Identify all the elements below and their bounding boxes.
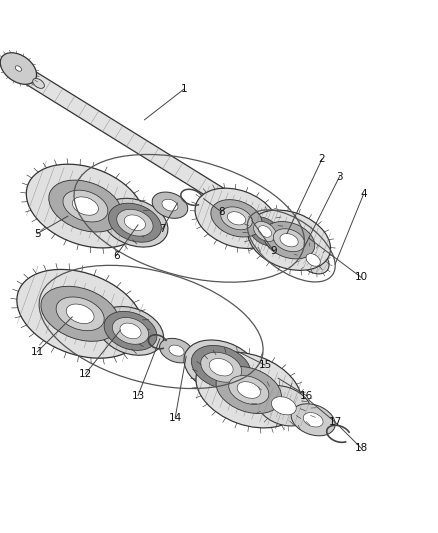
Ellipse shape — [254, 222, 276, 241]
Ellipse shape — [162, 199, 178, 211]
Text: 16: 16 — [300, 391, 313, 401]
Ellipse shape — [195, 188, 278, 248]
Text: 3: 3 — [336, 172, 343, 182]
Ellipse shape — [258, 225, 272, 237]
Ellipse shape — [63, 190, 108, 222]
Polygon shape — [20, 67, 293, 245]
Ellipse shape — [211, 200, 262, 237]
Text: 4: 4 — [360, 189, 367, 199]
Ellipse shape — [72, 197, 99, 215]
Ellipse shape — [191, 345, 251, 389]
Text: 8: 8 — [218, 207, 225, 217]
Text: 10: 10 — [355, 272, 368, 282]
Ellipse shape — [17, 269, 143, 358]
Ellipse shape — [237, 382, 261, 398]
Ellipse shape — [280, 233, 298, 247]
Text: 15: 15 — [258, 360, 272, 370]
Ellipse shape — [221, 207, 252, 230]
Ellipse shape — [117, 209, 153, 236]
Ellipse shape — [297, 246, 329, 274]
Ellipse shape — [124, 215, 145, 230]
Text: 7: 7 — [159, 224, 166, 235]
Ellipse shape — [104, 311, 157, 350]
Ellipse shape — [56, 297, 104, 330]
Ellipse shape — [98, 306, 163, 356]
Text: 12: 12 — [79, 369, 92, 379]
Ellipse shape — [169, 345, 184, 356]
Ellipse shape — [201, 352, 242, 382]
Ellipse shape — [227, 212, 246, 225]
Ellipse shape — [303, 413, 323, 427]
Ellipse shape — [41, 286, 120, 341]
Text: 11: 11 — [31, 347, 44, 357]
Ellipse shape — [284, 241, 294, 250]
Ellipse shape — [159, 338, 194, 363]
Ellipse shape — [209, 359, 233, 376]
Text: 6: 6 — [113, 251, 120, 261]
Text: 9: 9 — [270, 246, 277, 256]
Text: 13: 13 — [131, 391, 145, 401]
Ellipse shape — [113, 318, 148, 344]
Ellipse shape — [278, 236, 300, 255]
Ellipse shape — [306, 254, 320, 266]
Ellipse shape — [0, 53, 36, 84]
Ellipse shape — [272, 397, 296, 415]
Text: 18: 18 — [355, 443, 368, 453]
Ellipse shape — [244, 213, 286, 249]
Ellipse shape — [152, 192, 188, 219]
Ellipse shape — [15, 66, 21, 71]
Ellipse shape — [102, 198, 168, 247]
Text: 14: 14 — [169, 413, 182, 423]
Ellipse shape — [26, 164, 145, 248]
Ellipse shape — [120, 323, 141, 338]
Ellipse shape — [216, 367, 282, 414]
Ellipse shape — [247, 210, 331, 270]
Text: 2: 2 — [318, 154, 325, 164]
Text: 17: 17 — [328, 417, 342, 427]
Ellipse shape — [49, 180, 122, 232]
Ellipse shape — [256, 385, 311, 426]
Text: 1: 1 — [180, 84, 187, 94]
Text: 5: 5 — [34, 229, 41, 239]
Ellipse shape — [196, 352, 302, 428]
Ellipse shape — [33, 78, 44, 88]
Ellipse shape — [229, 376, 269, 405]
Ellipse shape — [184, 340, 258, 394]
Ellipse shape — [248, 217, 282, 246]
Ellipse shape — [273, 229, 305, 252]
Ellipse shape — [263, 222, 315, 259]
Ellipse shape — [109, 203, 161, 242]
Ellipse shape — [66, 304, 94, 324]
Ellipse shape — [291, 404, 335, 436]
